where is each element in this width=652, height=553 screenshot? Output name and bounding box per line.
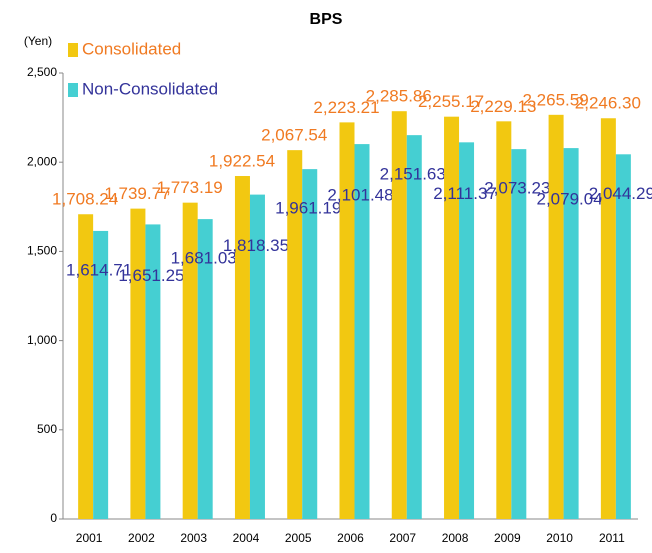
x-tick-label: 2008 bbox=[442, 531, 469, 545]
x-tick-label: 2011 bbox=[599, 531, 625, 545]
legend-swatch bbox=[68, 43, 78, 57]
x-tick-label: 2005 bbox=[285, 531, 312, 545]
bar bbox=[459, 142, 475, 519]
data-label: 1,922.54 bbox=[209, 152, 275, 171]
data-label: 2,285.86 bbox=[366, 87, 432, 106]
data-label: 2,151.63 bbox=[380, 165, 446, 184]
data-label: 2,111.37 bbox=[433, 184, 497, 203]
data-label: 2,229.13 bbox=[470, 97, 536, 116]
bar bbox=[234, 176, 250, 519]
x-tick-label: 2002 bbox=[128, 531, 155, 545]
x-tick-label: 2004 bbox=[233, 531, 260, 545]
data-label: 1,681.03 bbox=[171, 249, 237, 268]
bar bbox=[93, 230, 109, 519]
x-tick-label: 2010 bbox=[546, 531, 573, 545]
data-label: 2,223.21 bbox=[313, 98, 379, 117]
data-label: 2,255.17 bbox=[418, 92, 484, 111]
data-label: 1,651.25 bbox=[118, 266, 184, 285]
data-label: 2,073.23 bbox=[484, 179, 550, 198]
legend-swatch bbox=[68, 83, 78, 97]
x-tick-label: 2009 bbox=[494, 531, 521, 545]
data-label: 1,739.77 bbox=[104, 184, 170, 203]
bar bbox=[548, 114, 564, 520]
y-tick-label: 0 bbox=[50, 511, 57, 525]
x-tick-label: 2007 bbox=[389, 531, 416, 545]
bar bbox=[615, 154, 631, 520]
x-tick-label: 2001 bbox=[76, 531, 103, 545]
legend-label: Non-Consolidated bbox=[82, 79, 218, 98]
data-label: 2,044.29 bbox=[589, 184, 652, 203]
data-label: 2,265.59 bbox=[522, 90, 588, 109]
bar bbox=[511, 149, 527, 519]
data-label: 2,246.30 bbox=[575, 94, 641, 113]
bar bbox=[302, 169, 318, 519]
legend-label: Consolidated bbox=[82, 39, 181, 58]
data-label: 1,961.19 bbox=[275, 199, 341, 218]
bar bbox=[287, 150, 303, 519]
bar bbox=[354, 144, 370, 520]
y-tick-label: 1,500 bbox=[27, 244, 57, 258]
data-label: 1,614.71 bbox=[66, 260, 132, 279]
x-tick-label: 2006 bbox=[337, 531, 364, 545]
data-label: 1,818.35 bbox=[223, 236, 289, 255]
y-tick-label: 500 bbox=[37, 422, 57, 436]
bar bbox=[197, 219, 213, 519]
bar bbox=[600, 118, 616, 520]
y-tick-label: 2,000 bbox=[27, 154, 57, 168]
x-tick-label: 2003 bbox=[180, 531, 207, 545]
data-label: 2,101.48 bbox=[327, 186, 393, 205]
data-label: 1,708.24 bbox=[52, 190, 118, 209]
bar bbox=[145, 224, 161, 520]
bar bbox=[444, 116, 460, 519]
data-label: 2,067.54 bbox=[261, 126, 327, 145]
y-axis-label: (Yen) bbox=[24, 34, 52, 48]
bar bbox=[406, 135, 422, 519]
bar bbox=[130, 208, 146, 519]
bar bbox=[78, 214, 94, 519]
data-label: 1,773.19 bbox=[157, 178, 223, 197]
bar bbox=[339, 122, 355, 519]
y-tick-label: 1,000 bbox=[27, 333, 57, 347]
bar bbox=[391, 111, 407, 519]
y-tick-label: 2,500 bbox=[27, 65, 57, 79]
bar bbox=[563, 148, 579, 520]
chart-title: BPS bbox=[310, 11, 343, 28]
bar bbox=[182, 202, 198, 519]
bar bbox=[249, 194, 265, 519]
bar bbox=[496, 121, 512, 519]
data-label: 2,079.04 bbox=[536, 190, 602, 209]
